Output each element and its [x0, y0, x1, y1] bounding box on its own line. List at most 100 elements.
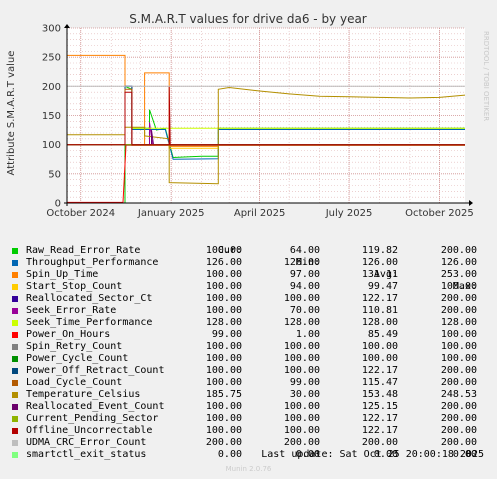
legend-name: Raw_Read_Error_Rate: [26, 245, 141, 256]
series-line-temperature-celsius: [67, 86, 466, 185]
x-tick-label: October 2025: [405, 208, 474, 219]
legend-name: Throughput_Performance: [26, 257, 159, 268]
legend-avg: 131.11: [361, 269, 398, 280]
legend-name: Offline_Uncorrectable: [26, 425, 153, 436]
legend-max: 200.00: [440, 305, 477, 316]
legend-swatch: [12, 356, 18, 362]
legend-name: Spin_Retry_Count: [26, 341, 123, 352]
legend-name: Seek_Time_Performance: [26, 317, 153, 328]
legend-cur: 128.00: [205, 317, 242, 328]
legend-avg: 122.17: [361, 413, 398, 424]
legend-max: 200.00: [440, 401, 477, 412]
x-tick-label: April 2025: [234, 208, 285, 219]
legend-avg: 200.00: [361, 437, 398, 448]
legend-max: 126.00: [440, 257, 477, 268]
legend-avg: 115.47: [361, 377, 398, 388]
legend-cur: 126.00: [205, 257, 242, 268]
legend-header: Cur: Min: Avg: Max:: [12, 233, 490, 292]
legend-swatch: [12, 404, 18, 410]
legend-avg: 110.81: [361, 305, 398, 316]
legend-min: 200.00: [283, 437, 320, 448]
legend-row: Power_Cycle_Count 100.00 100.00 100.00 100.0…: [12, 353, 490, 365]
y-tick-label: 200: [42, 82, 61, 93]
grid: [67, 27, 465, 204]
legend-swatch: [12, 380, 18, 386]
legend-max: 200.00: [440, 293, 477, 304]
x-ticks: October 2024 January 2025 April 2025 July 2…: [46, 208, 473, 219]
legend-min: 30.00: [289, 389, 320, 400]
y-tick-label: 250: [42, 53, 61, 64]
col-cur: Cur:: [217, 245, 242, 256]
legend: Cur: Min: Avg: Max: Raw_Read_Error_Rate 1…: [12, 233, 490, 461]
legend-cur: 100.00: [205, 353, 242, 364]
legend-min: 1.00: [295, 329, 320, 340]
legend-avg: 126.00: [361, 257, 398, 268]
legend-max: 200.00: [440, 377, 477, 388]
legend-cur: 0.00: [217, 449, 242, 460]
y-tick-label: 0: [55, 199, 61, 210]
legend-swatch: [12, 296, 18, 302]
legend-min: 64.00: [289, 245, 320, 256]
legend-name: smartctl_exit_status: [26, 449, 147, 460]
legend-max: 200.00: [440, 365, 477, 376]
legend-row: Spin_Retry_Count 100.00 100.00 100.00 100.00: [12, 341, 490, 353]
legend-name: Start_Stop_Count: [26, 281, 123, 292]
legend-row: Spin_Up_Time 100.00 97.00 131.11 253.00: [12, 269, 490, 281]
legend-name: Current_Pending_Sector: [26, 413, 159, 424]
legend-row: Power_On_Hours 99.00 1.00 85.49 100.00: [12, 329, 490, 341]
legend-cur: 100.00: [205, 413, 242, 424]
legend-cur: 100.00: [205, 341, 242, 352]
legend-avg: 125.15: [361, 401, 398, 412]
legend-min: 70.00: [289, 305, 320, 316]
legend-row: Reallocated_Event_Count 100.00 100.00 125.1…: [12, 401, 490, 413]
legend-min: 100.00: [283, 401, 320, 412]
legend-max: 100.00: [440, 329, 477, 340]
legend-min: 100.00: [283, 341, 320, 352]
series-line-offline-uncorrectable: [67, 86, 465, 146]
legend-min: 100.00: [283, 365, 320, 376]
legend-cur: 100.00: [205, 401, 242, 412]
y-axis-label: Attribute S.M.A.R.T value: [6, 51, 17, 176]
legend-max: 200.00: [440, 413, 477, 424]
legend-row: Seek_Error_Rate 100.00 70.00 110.81 200.00: [12, 305, 490, 317]
legend-swatch: [12, 272, 18, 278]
legend-min: 100.00: [283, 293, 320, 304]
legend-min: 126.00: [283, 257, 320, 268]
legend-avg: 0.00: [373, 449, 398, 460]
legend-row: Start_Stop_Count 100.00 94.00 99.47 100.00: [12, 281, 490, 293]
legend-cur: 100.00: [205, 293, 242, 304]
legend-avg: 85.49: [367, 329, 398, 340]
y-ticks: 0 50 100 150 200 250 300: [42, 24, 61, 210]
legend-name: Seek_Error_Rate: [26, 305, 117, 316]
legend-min: 99.00: [289, 377, 320, 388]
legend-min: 100.00: [283, 353, 320, 364]
y-tick-label: 50: [48, 169, 61, 180]
legend-max: 248.53: [440, 389, 477, 400]
munin-version: Munin 2.0.76: [225, 465, 272, 473]
legend-cur: 185.75: [205, 389, 242, 400]
legend-rows: Raw_Read_Error_Rate 100.00 64.00 119.82 200.…: [12, 245, 490, 461]
col-min: Min:: [295, 257, 320, 268]
smart-chart: S.M.A.R.T values for drive da6 - by year…: [6, 12, 490, 219]
rrdtool-watermark: RRDTOOL / TOBI OETIKER: [482, 31, 490, 121]
legend-row: Temperature_Celsius 185.75 30.00 153.48 248.…: [12, 389, 490, 401]
last-update: Last update: Sat Oct 25 20:00:18 2025: [261, 449, 484, 460]
legend-cur: 100.00: [205, 269, 242, 280]
y-tick-label: 100: [42, 140, 61, 151]
col-max: Max:: [452, 281, 477, 292]
x-tick-label: October 2024: [46, 208, 115, 219]
col-avg: Avg:: [373, 269, 398, 280]
legend-avg: 153.48: [361, 389, 398, 400]
legend-max: 128.00: [440, 317, 477, 328]
legend-cur: 100.00: [205, 281, 242, 292]
legend-swatch: [12, 308, 18, 314]
legend-avg: 122.17: [361, 425, 398, 436]
legend-min: 94.00: [289, 281, 320, 292]
legend-swatch: [12, 428, 18, 434]
legend-cur: 100.00: [205, 365, 242, 376]
legend-swatch: [12, 440, 18, 446]
legend-swatch: [12, 344, 18, 350]
legend-name: Reallocated_Sector_Ct: [26, 293, 153, 304]
x-tick-label: July 2025: [325, 208, 373, 219]
legend-swatch: [12, 416, 18, 422]
